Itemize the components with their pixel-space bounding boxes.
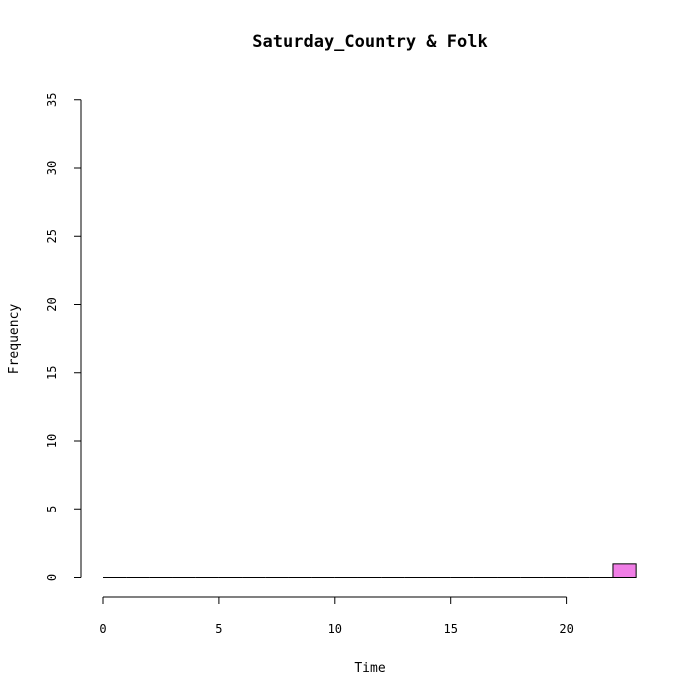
y-tick-label: 30 [45,161,59,175]
x-tick-label: 5 [215,622,222,636]
bars-group [103,563,637,578]
y-tick-label: 15 [45,366,59,380]
y-tick-label: 0 [45,574,59,581]
histogram-bar [612,563,637,578]
y-tick-label: 35 [45,93,59,107]
y-axis-label: Frequency [7,304,22,375]
y-axis: 0 5 10 15 20 25 30 35 [45,93,82,581]
y-tick-label: 25 [45,229,59,243]
y-tick-label: 20 [45,297,59,311]
y-tick-label: 5 [45,506,59,513]
chart-title: Saturday_Country & Folk [252,32,487,52]
x-axis-label: Time [354,661,385,676]
x-tick-label: 20 [559,622,573,636]
x-tick-label: 15 [443,622,457,636]
x-tick-label: 10 [328,622,342,636]
y-tick-label: 10 [45,434,59,448]
x-axis: 0 5 10 15 20 [99,596,574,636]
x-tick-label: 0 [99,622,106,636]
